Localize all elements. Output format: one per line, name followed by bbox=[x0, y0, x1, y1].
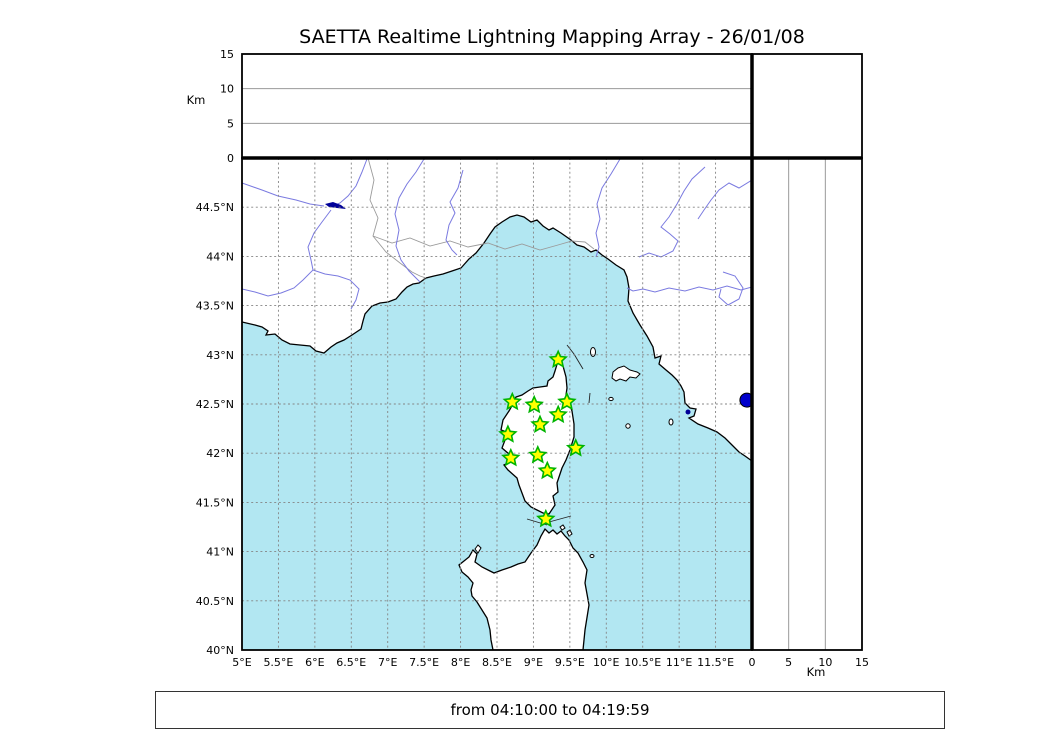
latitude-tick-label: 40.5°N bbox=[196, 595, 234, 608]
altitude-tick-label: 15 bbox=[855, 656, 869, 669]
mainland-coastline bbox=[242, 214, 752, 462]
latitude-tick-label: 41°N bbox=[206, 546, 234, 559]
time-range-box: from 04:10:00 to 04:19:59 bbox=[155, 691, 945, 729]
altitude-tick-label: 10 bbox=[818, 656, 832, 669]
events-layer bbox=[739, 392, 752, 408]
longitude-tick-label: 6.5°E bbox=[336, 656, 366, 669]
latitude-tick-label: 42.5°N bbox=[196, 398, 234, 411]
longitude-tick-label: 9.5°E bbox=[555, 656, 585, 669]
altitude-tick-label: 5 bbox=[785, 656, 792, 669]
tavolara-island bbox=[589, 554, 595, 558]
altitude-tick-label: 15 bbox=[220, 48, 234, 61]
longitude-tick-label: 8°E bbox=[451, 656, 470, 669]
longitude-tick-label: 9°E bbox=[524, 656, 543, 669]
station-star-marker bbox=[557, 391, 577, 411]
giglio-island bbox=[668, 418, 674, 426]
longitude-tick-label: 11.5°E bbox=[697, 656, 734, 669]
longitude-tick-label: 10.5°E bbox=[624, 656, 661, 669]
montecristo-island bbox=[625, 423, 631, 429]
station-star-marker bbox=[524, 394, 544, 414]
station-star-marker bbox=[498, 424, 518, 443]
station-star-marker bbox=[502, 391, 523, 411]
lightning-event-dot bbox=[739, 392, 752, 408]
station-star-marker bbox=[548, 349, 568, 368]
station-star-marker bbox=[536, 508, 556, 528]
axis-labels: 0 5 10 15 0 5 10 15 44.5°N 44°N 43.5°N 43°N 42.5°N 42… bbox=[196, 48, 869, 669]
small-islands bbox=[474, 347, 674, 558]
altitude-tick-label: 0 bbox=[227, 152, 234, 165]
altitude-latitude-panel-frame bbox=[751, 157, 863, 651]
latitude-tick-label: 40°N bbox=[206, 644, 234, 657]
capraia-island bbox=[590, 347, 596, 357]
altitude-latitude-panel-grid bbox=[788, 158, 826, 650]
altitude-longitude-panel-frame bbox=[241, 53, 753, 159]
stations-layer bbox=[498, 349, 586, 528]
map-panel bbox=[242, 158, 752, 650]
station-star-marker bbox=[548, 404, 568, 424]
longitude-tick-label: 7.5°E bbox=[409, 656, 439, 669]
altitude-tick-label: 10 bbox=[220, 83, 234, 96]
latitude-tick-label: 44°N bbox=[206, 250, 234, 263]
longitude-tick-label: 5°E bbox=[232, 656, 251, 669]
page-title: SAETTA Realtime Lightning Mapping Array … bbox=[299, 26, 805, 48]
longitude-tick-label: 11°E bbox=[666, 656, 692, 669]
graticule-grid bbox=[242, 158, 752, 650]
elba-island bbox=[611, 365, 641, 382]
time-range-text: from 04:10:00 to 04:19:59 bbox=[450, 701, 650, 719]
latitude-tick-label: 44.5°N bbox=[196, 201, 234, 214]
sea-area bbox=[242, 215, 752, 650]
altitude-longitude-panel-grid bbox=[242, 88, 752, 124]
corner-panel-frame bbox=[751, 53, 863, 159]
maddalena-islands bbox=[559, 524, 573, 537]
panel-frames bbox=[241, 53, 863, 651]
longitude-tick-label: 10°E bbox=[593, 656, 619, 669]
station-star-marker bbox=[565, 438, 586, 457]
sardinia-island bbox=[458, 527, 590, 650]
pianosa-island bbox=[608, 396, 614, 402]
station-star-marker bbox=[530, 414, 550, 433]
longitude-tick-label: 6°E bbox=[305, 656, 324, 669]
longitude-tick-label: 5.5°E bbox=[263, 656, 293, 669]
latitude-tick-label: 43.5°N bbox=[196, 300, 234, 313]
latitude-tick-label: 43°N bbox=[206, 349, 234, 362]
longitude-tick-label: 8.5°E bbox=[482, 656, 512, 669]
longitude-tick-label: 7°E bbox=[378, 656, 397, 669]
station-star-marker bbox=[537, 460, 558, 480]
latitude-tick-label: 41.5°N bbox=[196, 496, 234, 509]
altitude-tick-label: 0 bbox=[749, 656, 756, 669]
station-star-marker bbox=[501, 447, 521, 467]
station-star-marker bbox=[528, 444, 548, 464]
altitude-tick-label: 5 bbox=[227, 117, 234, 130]
altitude-unit-label-bottom: Km bbox=[807, 665, 826, 679]
altitude-unit-label-left: Km bbox=[187, 93, 206, 107]
latitude-tick-label: 42°N bbox=[206, 447, 234, 460]
